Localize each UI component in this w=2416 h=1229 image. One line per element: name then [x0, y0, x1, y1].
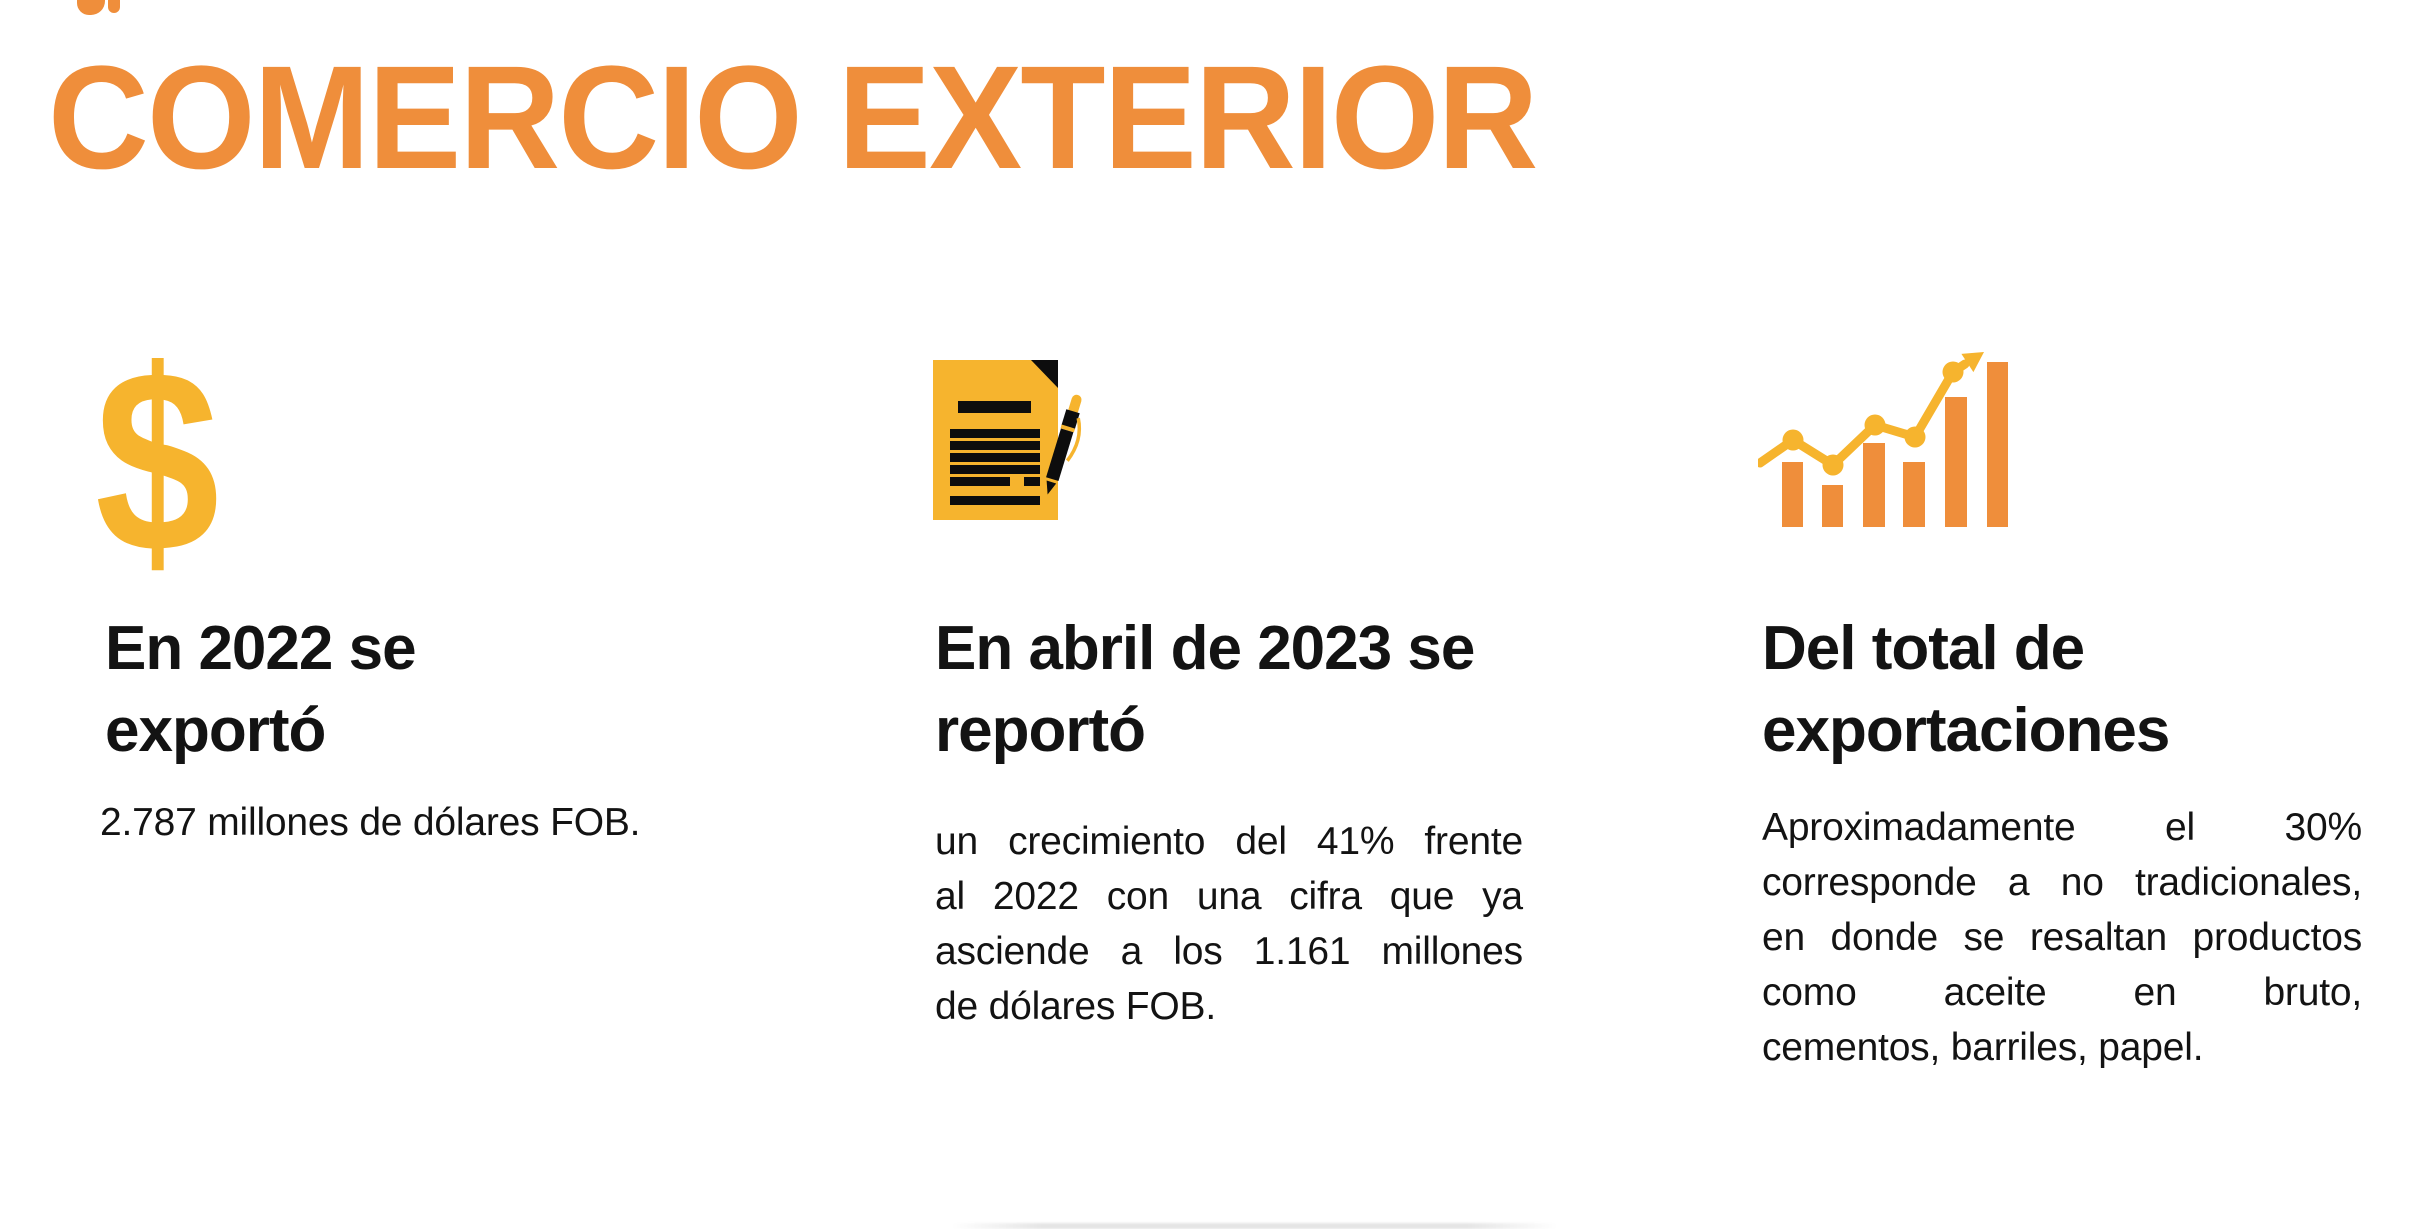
body-text-line: cementos, barriles, papel.: [1762, 1026, 2204, 1069]
body-text-line: al 2022 con una cifra que ya: [935, 875, 1523, 918]
document-pen-icon: [933, 360, 1082, 520]
pen-nib: [1046, 480, 1057, 495]
column-heading: Del total de exportaciones: [1762, 614, 2170, 765]
growth-chart-icon: [1758, 352, 2008, 527]
page-title: COMERCIO EXTERIOR: [48, 36, 1538, 200]
cropped-glyph-decoration: [108, 0, 120, 13]
body-text-line: asciende a los 1.161 millones: [935, 930, 1523, 973]
folded-corner: [1031, 360, 1058, 388]
column-body: un crecimiento del 41% frente al 2022 con una cif…: [935, 814, 1523, 1034]
paper: [933, 360, 1058, 520]
column-heading: En 2022 se exportó: [105, 614, 417, 765]
body-text-line: corresponde a no tradicionales,: [1762, 861, 2362, 904]
body-text-line: como aceite en bruto,: [1762, 971, 2362, 1014]
pen-ring: [1060, 424, 1076, 433]
body-text-line: de dólares FOB.: [935, 985, 1216, 1028]
column-body: Aproximadamente el 30% corresponde a no tradic…: [1762, 800, 2362, 1075]
column-body: 2.787 millones de dólares FOB.: [100, 795, 850, 850]
trend-arrowhead: [1961, 352, 1984, 373]
chart-bars: [1782, 362, 2008, 527]
text-stripes: [950, 401, 1040, 505]
pen-cap: [1068, 394, 1082, 416]
column-non-traditional-share: Del total de exportaciones Aproximadamen…: [1758, 0, 2362, 1229]
body-text-line: 2.787 millones de dólares FOB.: [100, 801, 641, 844]
dollar-sign-icon: $: [95, 317, 220, 607]
cropped-glyph-decoration: [77, 0, 105, 15]
column-exports-2022: $ En 2022 se exportó 2.787 millones de d…: [95, 0, 850, 1229]
pen: [1046, 394, 1082, 495]
column-april-2023-report: En abril de 2023 se reportó un crecimient…: [933, 0, 1523, 1229]
next-card-top-edge: [952, 1223, 1557, 1229]
pen-body: [1046, 428, 1074, 482]
pen-clip: [1065, 417, 1082, 462]
trend-dots: [1782, 361, 1964, 476]
body-text-line: un crecimiento del 41% frente: [935, 820, 1523, 863]
body-text-line: Aproximadamente el 30%: [1762, 806, 2362, 849]
column-heading: En abril de 2023 se reportó: [935, 614, 1475, 765]
pen-band: [1061, 409, 1080, 430]
body-text-line: en donde se resaltan productos: [1762, 916, 2362, 959]
